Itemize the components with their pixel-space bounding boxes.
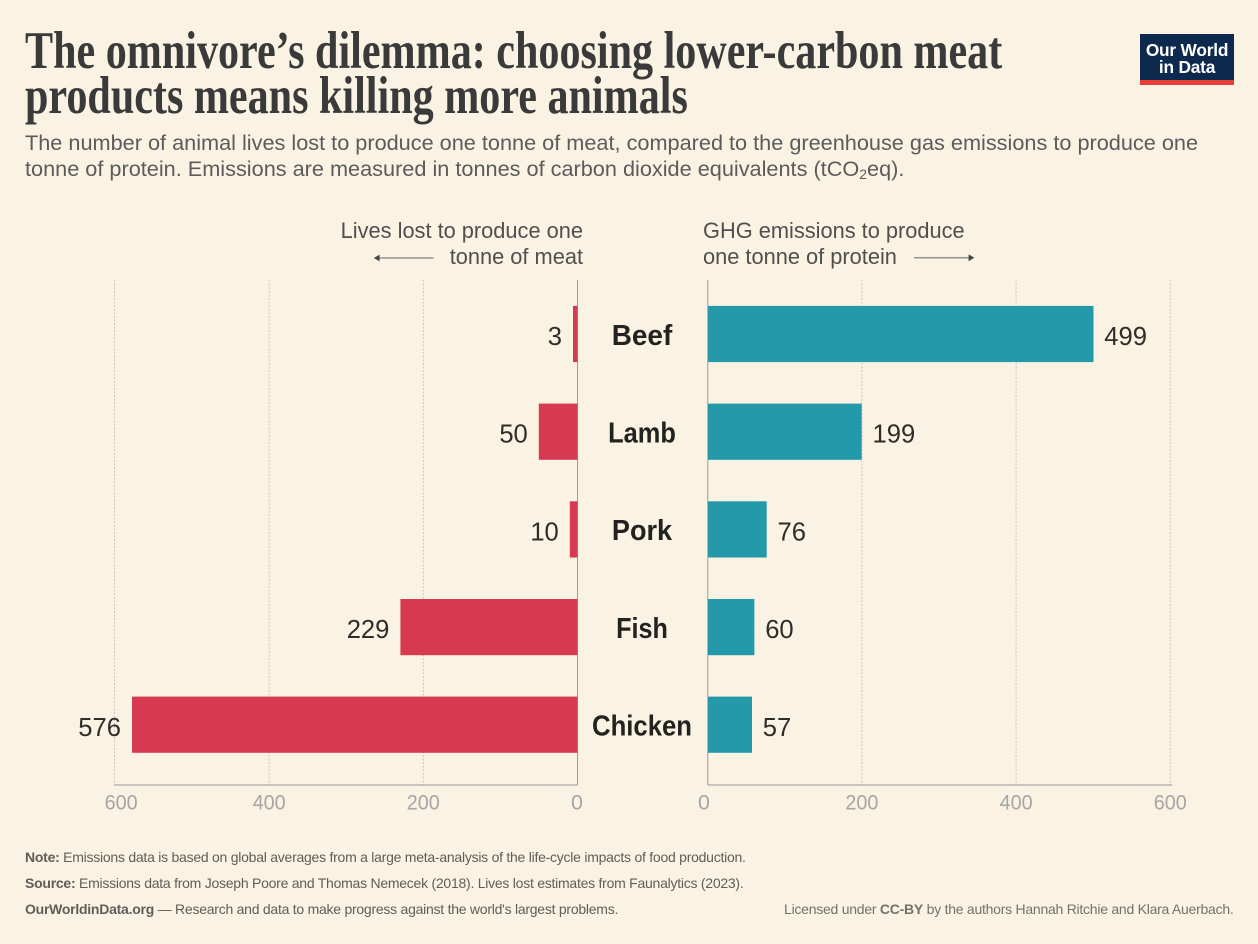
svg-text:400: 400 bbox=[253, 791, 286, 815]
svg-text:Pork: Pork bbox=[612, 515, 673, 547]
svg-text:200: 200 bbox=[845, 791, 878, 815]
svg-text:3: 3 bbox=[548, 323, 562, 351]
svg-text:10: 10 bbox=[530, 518, 558, 546]
svg-text:Chicken: Chicken bbox=[592, 711, 692, 743]
svg-text:499: 499 bbox=[1104, 323, 1147, 351]
svg-text:200: 200 bbox=[407, 791, 440, 815]
svg-text:Fish: Fish bbox=[616, 613, 668, 645]
svg-text:400: 400 bbox=[1000, 791, 1033, 815]
svg-text:199: 199 bbox=[873, 421, 916, 449]
svg-text:60: 60 bbox=[765, 616, 793, 644]
svg-text:Lamb: Lamb bbox=[608, 418, 676, 450]
svg-text:Beef: Beef bbox=[612, 320, 673, 352]
svg-text:76: 76 bbox=[778, 518, 806, 546]
svg-text:229: 229 bbox=[347, 616, 390, 644]
svg-text:600: 600 bbox=[1154, 791, 1187, 815]
svg-text:50: 50 bbox=[499, 421, 527, 449]
svg-text:0: 0 bbox=[698, 791, 710, 815]
svg-text:0: 0 bbox=[571, 791, 583, 815]
svg-text:576: 576 bbox=[78, 714, 121, 742]
svg-text:600: 600 bbox=[105, 791, 138, 815]
svg-text:57: 57 bbox=[763, 714, 791, 742]
